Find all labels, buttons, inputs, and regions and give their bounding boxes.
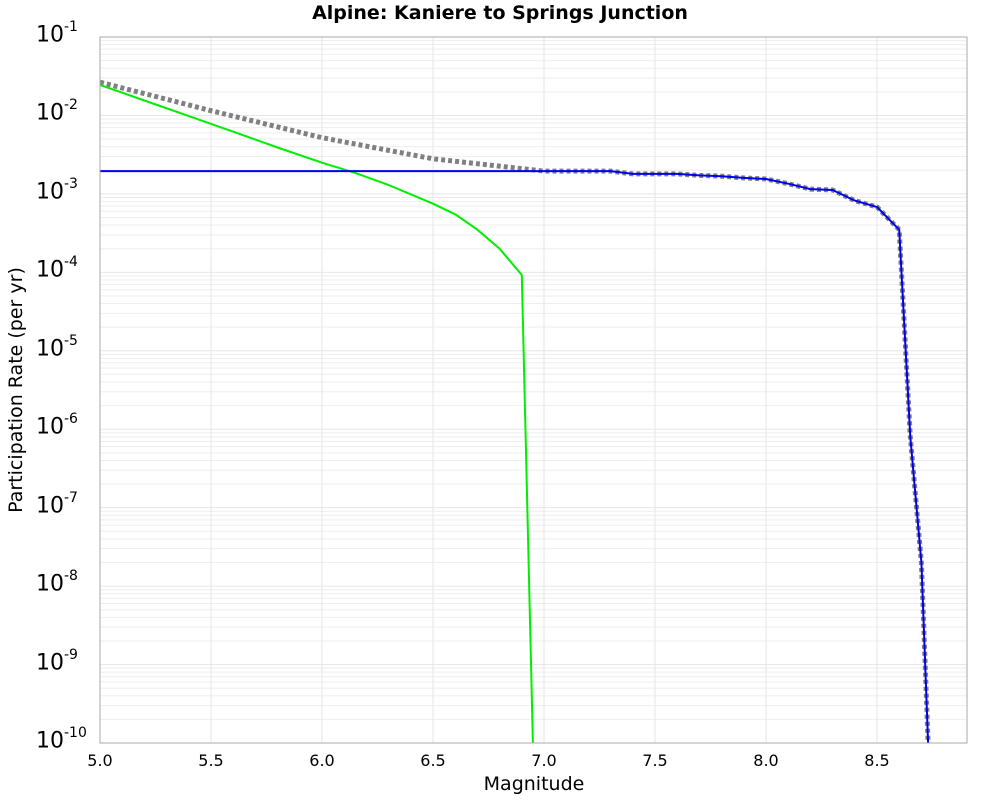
x-axis-label: Magnitude [483, 773, 585, 795]
x-tick-label: 6.0 [309, 751, 335, 770]
y-axis-label: Participation Rate (per yr) [5, 267, 27, 513]
x-tick-label: 7.0 [531, 751, 557, 770]
y-tick-label: 10-8 [36, 568, 78, 597]
y-tick-label: 10-9 [36, 646, 78, 675]
y-tick-label: 10-4 [36, 254, 78, 283]
plot-frame [99, 36, 968, 744]
series-layer [99, 79, 931, 744]
series-line-1 [100, 170, 930, 744]
x-tick-label: 7.5 [642, 751, 668, 770]
y-tick-label: 10-10 [36, 725, 87, 754]
chart-title: Alpine: Kaniere to Springs Junction [312, 2, 688, 24]
series-line-0 [99, 83, 534, 744]
x-tick-label: 8.0 [753, 751, 779, 770]
grid-lines [99, 37, 967, 744]
x-tick-label: 8.5 [864, 751, 890, 770]
y-tick-label: 10-2 [36, 97, 78, 126]
series-line-2 [99, 79, 931, 744]
x-tick-label: 5.0 [87, 751, 113, 770]
y-tick-label: 10-5 [36, 332, 78, 362]
y-tick-label: 10-3 [36, 175, 78, 205]
x-tick-label: 6.5 [420, 751, 446, 770]
y-tick-label: 10-7 [36, 489, 78, 518]
y-tick-label: 10-6 [36, 411, 78, 440]
x-tick-label: 5.5 [198, 751, 224, 770]
y-tick-label: 10-1 [36, 19, 78, 48]
